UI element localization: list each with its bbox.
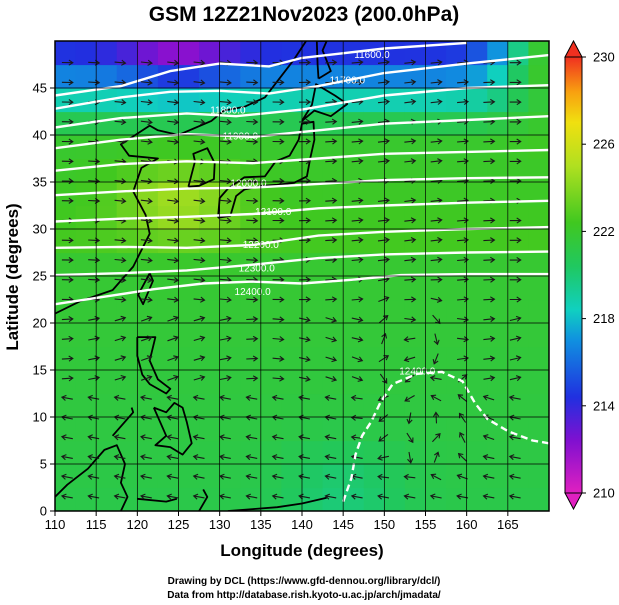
x-axis-ticks: 110 115 120 125 130 135 140 145 150 155 160 165 xyxy=(45,511,519,532)
chart-title: GSM 12Z21Nov2023 (200.0hPa) xyxy=(149,3,460,26)
y-tick-label: 25 xyxy=(33,269,47,284)
height-contours: 11600.0 11700.0 11800.0 11900.0 12000.0 12100… xyxy=(55,41,549,502)
contour-label: 12100.0 xyxy=(255,207,292,218)
x-tick-label: 110 xyxy=(45,517,66,532)
y-tick-label: 30 xyxy=(33,222,47,237)
x-tick-label: 120 xyxy=(126,517,148,532)
colorbar-min-triangle xyxy=(564,492,583,511)
x-tick-label: 130 xyxy=(209,517,231,532)
colorbar-tick-label: 222 xyxy=(593,224,615,239)
colorbar-tick-label: 210 xyxy=(593,486,615,501)
contour-label: 11700.0 xyxy=(330,75,366,86)
y-tick-label: 5 xyxy=(40,457,47,472)
contour-label: 11800.0 xyxy=(210,105,246,116)
y-tick-label: 15 xyxy=(33,363,47,378)
colorbar-tick-label: 214 xyxy=(593,398,615,413)
y-axis-label: Latitude (degrees) xyxy=(3,203,22,350)
colorbar-ticks: 210 214 218 222 226 230 xyxy=(582,50,615,501)
contour-label: 11600.0 xyxy=(354,50,390,61)
colorbar: 210 214 218 222 226 230 xyxy=(564,39,615,511)
y-tick-label: 40 xyxy=(33,128,47,143)
colorbar-max-triangle xyxy=(564,39,583,58)
x-tick-label: 155 xyxy=(415,517,437,532)
coastlines xyxy=(55,41,349,511)
y-axis-ticks: 0 5 10 15 20 25 30 35 40 45 xyxy=(33,81,55,519)
x-axis-label: Longitude (degrees) xyxy=(220,541,383,560)
colorbar-tick-label: 226 xyxy=(593,137,615,152)
x-tick-label: 160 xyxy=(456,517,478,532)
y-tick-label: 0 xyxy=(40,504,47,519)
x-tick-label: 150 xyxy=(373,517,395,532)
contour-label: 12000.0 xyxy=(230,179,267,190)
footer-credit-data: Data from http://database.rish.kyoto-u.a… xyxy=(167,590,441,601)
footer-credit-dcl: Drawing by DCL (https://www.gfd-dennou.o… xyxy=(168,576,441,587)
colorbar-tick-label: 218 xyxy=(593,311,615,326)
y-tick-label: 20 xyxy=(33,316,47,331)
x-tick-label: 145 xyxy=(332,517,354,532)
x-tick-label: 135 xyxy=(250,517,272,532)
contour-label: 11900.0 xyxy=(223,132,259,143)
contour-label: 12300.0 xyxy=(239,263,276,274)
plot-area: 11600.0 11700.0 11800.0 11900.0 12000.0 12100… xyxy=(54,40,550,512)
grid-lines xyxy=(55,41,549,511)
x-tick-label: 140 xyxy=(291,517,313,532)
contour-label: 12400.0 xyxy=(399,367,436,378)
x-tick-label: 125 xyxy=(168,517,190,532)
y-tick-label: 45 xyxy=(33,81,47,96)
colorbar-tick-label: 230 xyxy=(593,50,615,65)
x-tick-label: 115 xyxy=(86,517,107,532)
x-tick-label: 165 xyxy=(497,517,519,532)
colorbar-gradient xyxy=(564,56,583,494)
contour-label: 12400.0 xyxy=(235,287,272,298)
y-tick-label: 35 xyxy=(33,175,47,190)
y-tick-label: 10 xyxy=(33,410,47,425)
